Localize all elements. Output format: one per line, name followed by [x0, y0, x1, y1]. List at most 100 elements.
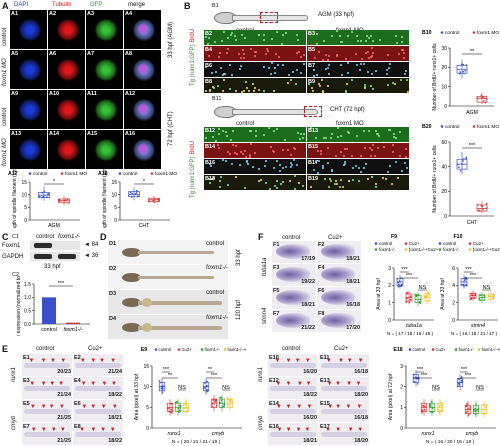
panel-b-label: B — [184, 1, 191, 11]
blot-foxm1-label: Foxm1 — [2, 243, 21, 249]
cell-dot — [272, 151, 275, 154]
cell-dot — [257, 167, 260, 170]
y-tick-label: 0 — [146, 426, 149, 432]
sig-label-1-b: *** — [211, 373, 218, 379]
sample-size: N = ( 17 / 18 / 19 / 18 ) — [387, 331, 434, 336]
data-point — [437, 408, 440, 411]
fish-body — [232, 109, 318, 115]
stain-arrow: ▼ — [90, 427, 97, 433]
legend-entry: foxm1-/- — [459, 347, 475, 352]
cell-dot — [343, 160, 346, 163]
legend-marker — [472, 125, 476, 128]
blot-mut-header: foxm1-/- — [58, 234, 81, 240]
cell-dot — [270, 37, 273, 40]
data-point — [154, 199, 156, 201]
chart-tag: E9 — [141, 347, 147, 353]
cell-dot — [253, 89, 256, 92]
cell-dot — [361, 58, 364, 60]
cell-dot — [294, 83, 297, 86]
cell-dot — [368, 146, 371, 149]
data-point — [470, 296, 473, 299]
cell-dot — [248, 90, 251, 93]
data-point — [458, 378, 460, 381]
cell-dot — [335, 154, 338, 157]
y-tick-label: 15 — [111, 180, 117, 186]
data-point — [457, 385, 459, 387]
data-point — [476, 410, 479, 412]
cell-dot — [286, 81, 289, 84]
cell-dot — [355, 164, 358, 167]
stain-arrow: ▼ — [58, 381, 65, 387]
panel-d-stage-120: 120 hpf — [236, 299, 242, 320]
cell-dot — [276, 31, 279, 34]
cell-dot — [310, 185, 313, 188]
cell-signal — [19, 19, 41, 41]
micrograph-a14: A14 — [48, 130, 85, 169]
data-point — [413, 376, 415, 379]
stain-arrow: ▼ — [81, 404, 88, 410]
wish-image-e2: ▼ ▼ ▼ ▼ E2 21/24 — [73, 354, 123, 376]
cell-dot — [365, 52, 368, 55]
y-tick-label: 0 — [114, 218, 117, 224]
cell-signal — [19, 59, 41, 81]
cell-dot — [400, 40, 403, 43]
y-tick-label: 0.5 — [24, 308, 31, 314]
strip-b17: B17 — [307, 159, 409, 174]
x-axis-label: stmn4 — [471, 323, 485, 329]
micrograph-a2: A2 — [48, 10, 85, 49]
cell-dot — [293, 146, 296, 149]
cell-dot — [292, 159, 295, 162]
wish-count: 18/22 — [108, 438, 122, 444]
data-point — [458, 382, 460, 385]
panel-a-row-2: control — [2, 107, 8, 126]
embryo-image-d2: D2 — [108, 265, 228, 289]
cell-dot — [222, 159, 225, 162]
panel-b1-tag: B1 — [212, 3, 219, 9]
cell-dot — [272, 150, 275, 153]
legend-entry: Cu2+ — [182, 347, 193, 352]
legend-marker — [438, 242, 442, 245]
cell-dot — [207, 177, 210, 180]
cell-dot — [276, 160, 279, 163]
legend-marker — [472, 31, 476, 34]
data-point — [227, 398, 229, 401]
legend-entry: foxm1 MO — [477, 124, 499, 130]
sig-label-1-b: *** — [465, 373, 472, 379]
cell-dot — [229, 64, 232, 67]
blot-foxm1-band — [34, 243, 52, 248]
data-point — [481, 296, 484, 299]
cell-dot — [345, 57, 348, 60]
legend-entry: foxm1-/-+Cu2+ — [473, 247, 500, 252]
wish-count: 18/21 — [301, 302, 315, 308]
cell-dot — [318, 84, 321, 87]
chart-e9: E9 control Cu2+ foxm1-/- foxm1-/-+Cu2+ 0 5 10 15… — [134, 347, 246, 445]
data-point — [484, 101, 487, 104]
blot-gapdh-band-1 — [34, 254, 52, 259]
wish-image-f7: F7 21/22 — [272, 310, 316, 332]
stain-arrow: ▼ — [275, 381, 282, 387]
y-tick-label: 60 — [441, 140, 447, 146]
data-point — [67, 198, 69, 200]
stain-arrow: ▼ — [306, 404, 313, 410]
data-point — [423, 408, 426, 411]
cell-dot — [278, 164, 281, 167]
embryo-trunk — [138, 326, 222, 330]
cell-dot — [378, 38, 381, 41]
embryo-trunk — [138, 301, 222, 305]
y-axis-label: Relative expression (normalized to GAPDH… — [16, 276, 22, 336]
cell-dot — [262, 133, 265, 136]
panel-a-stage-33: 33 hpf (AGM) — [168, 21, 174, 58]
stain-arrow: ▼ — [90, 404, 97, 410]
cell-dot — [336, 183, 339, 186]
stain-arrow: ▼ — [80, 381, 87, 387]
cell-dot — [227, 48, 230, 51]
data-point — [161, 391, 164, 394]
y-tick-label: 10 — [21, 192, 27, 198]
cell-dot — [315, 42, 318, 45]
micrograph-a12: A12 — [124, 90, 161, 129]
cell-dot — [263, 164, 266, 167]
cell-tag: A13 — [11, 131, 22, 137]
cell-dot — [243, 37, 246, 40]
fish-body — [232, 15, 308, 21]
